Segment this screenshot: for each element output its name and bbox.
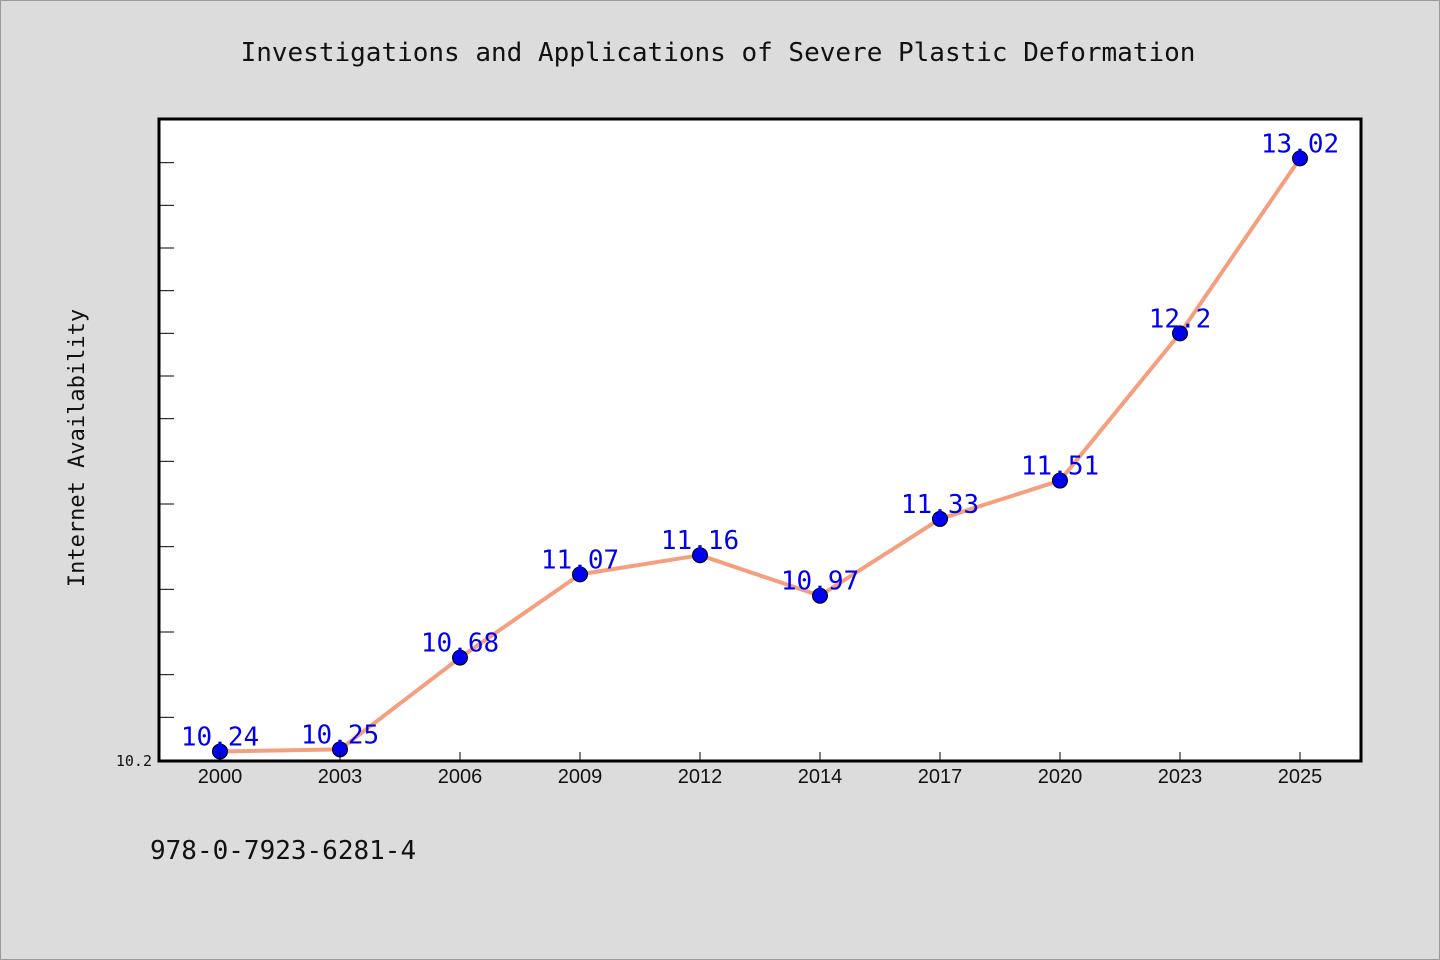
data-point xyxy=(1172,325,1188,342)
data-point xyxy=(692,547,708,564)
data-label: 10.97 xyxy=(781,567,859,597)
plot-area xyxy=(157,117,1363,763)
x-tick-label: 2020 xyxy=(1038,766,1083,788)
y-tick-label: 10.2 xyxy=(116,752,152,770)
data-label: 10.25 xyxy=(301,720,379,750)
data-point xyxy=(812,587,828,604)
data-point xyxy=(572,566,588,583)
data-label: 11.33 xyxy=(901,490,979,520)
data-label: 12.2 xyxy=(1149,304,1212,334)
y-axis-label: Internet Availability xyxy=(65,309,90,587)
series-line xyxy=(219,157,1302,754)
x-tick-label: 2006 xyxy=(438,766,483,788)
isbn-text: 978-0-7923-6281-4 xyxy=(150,836,417,866)
data-label: 10.68 xyxy=(421,629,499,659)
chart-title: Investigations and Applications of Sever… xyxy=(241,38,1196,68)
x-tick-label: 2000 xyxy=(198,766,243,788)
x-tick-label: 2012 xyxy=(678,766,723,788)
x-axis-tick-labels: 2000 2003 2006 2009 2012 2014 2017 2020 2023 2025 xyxy=(198,752,1323,788)
data-label: 13.02 xyxy=(1261,129,1339,159)
data-label: 10.24 xyxy=(181,722,259,752)
data-label: 11.16 xyxy=(661,526,739,556)
data-point xyxy=(1052,472,1068,489)
data-label: 11.51 xyxy=(1021,452,1099,482)
data-label: 11.07 xyxy=(541,545,619,575)
x-tick-label: 2009 xyxy=(558,766,603,788)
data-point xyxy=(1292,150,1308,167)
x-tick-label: 2014 xyxy=(798,766,843,788)
y-axis-ticks: 10.2 xyxy=(116,119,174,770)
data-point xyxy=(452,649,468,666)
data-point xyxy=(932,510,948,527)
x-tick-label: 2017 xyxy=(918,766,963,788)
x-tick-label: 2025 xyxy=(1278,766,1323,788)
x-tick-label: 2003 xyxy=(318,766,363,788)
x-tick-label: 2023 xyxy=(1158,766,1203,788)
